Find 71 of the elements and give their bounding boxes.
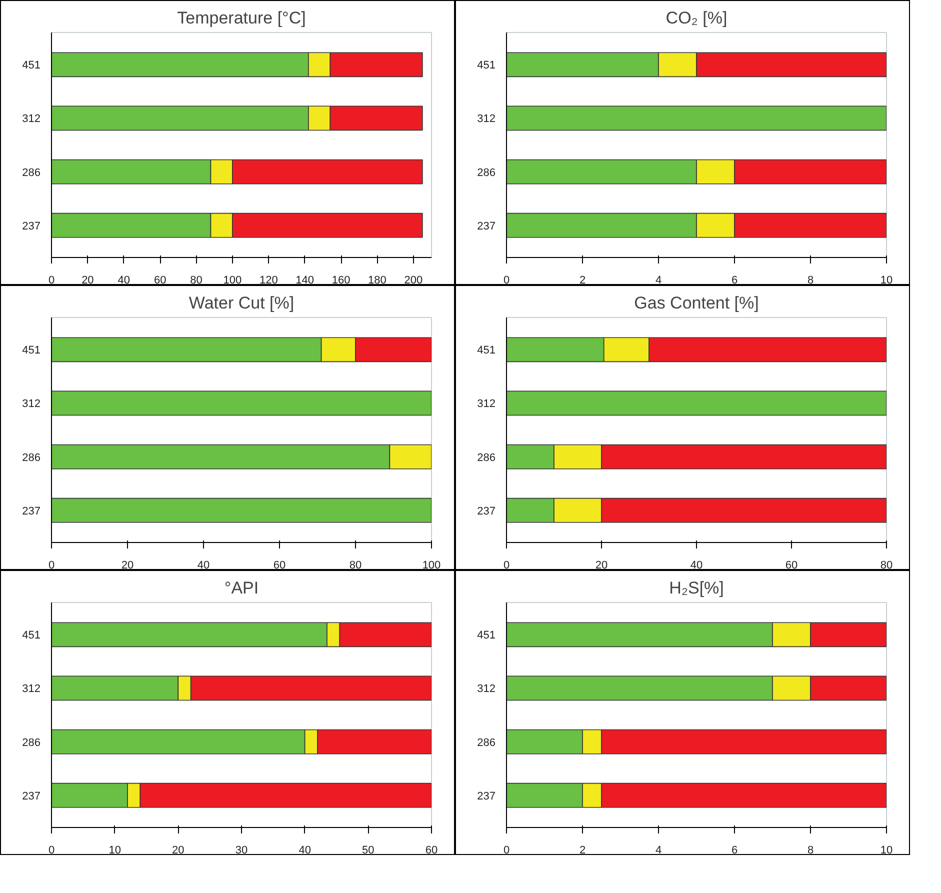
y-tick-label: 312 <box>22 398 41 410</box>
x-tick-label: 4 <box>655 274 662 286</box>
x-tick-label: 30 <box>235 844 248 856</box>
x-tick-label: 50 <box>362 844 374 856</box>
x-tick-label: 20 <box>121 560 134 572</box>
y-tick-label: 312 <box>477 398 496 410</box>
x-tick-label: 60 <box>273 560 286 572</box>
x-tick-label: 6 <box>731 844 738 856</box>
chart-title: CO₂ [%] <box>666 8 728 28</box>
y-tick-label: 451 <box>477 60 496 72</box>
x-tick-label: 160 <box>332 274 350 286</box>
x-tick-label: 40 <box>690 560 703 572</box>
y-tick-label: 286 <box>22 452 41 464</box>
x-tick-label: 0 <box>503 560 510 572</box>
y-tick-label: 312 <box>22 113 41 126</box>
x-tick-label: 140 <box>296 274 314 286</box>
y-tick-label: 237 <box>477 790 496 802</box>
y-tick-label: 286 <box>22 166 41 179</box>
y-tick-label: 237 <box>22 220 41 232</box>
x-tick-label: 120 <box>259 274 278 286</box>
x-tick-label: 60 <box>785 560 798 572</box>
x-tick-label: 80 <box>349 560 362 572</box>
x-tick-label: 2 <box>579 274 586 286</box>
y-tick-label: 451 <box>477 630 496 642</box>
x-tick-label: 20 <box>595 560 608 572</box>
y-tick-label: 237 <box>22 505 41 518</box>
chart-title: H₂S[%] <box>669 578 724 598</box>
chart-title: °API <box>224 578 259 598</box>
x-tick-label: 0 <box>503 274 510 286</box>
x-tick-label: 200 <box>404 274 423 286</box>
chart-title: Gas Content [%] <box>634 294 759 312</box>
x-tick-label: 180 <box>368 274 386 286</box>
x-tick-label: 80 <box>880 560 893 572</box>
y-tick-label: 451 <box>22 344 41 357</box>
x-tick-label: 8 <box>807 844 814 856</box>
x-tick-label: 10 <box>880 274 893 286</box>
x-tick-label: 0 <box>48 844 55 856</box>
x-tick-label: 40 <box>118 274 130 286</box>
x-tick-label: 0 <box>503 844 510 856</box>
y-tick-label: 286 <box>22 736 41 749</box>
x-tick-label: 40 <box>298 844 311 856</box>
y-tick-label: 286 <box>477 452 496 464</box>
x-tick-label: 10 <box>880 844 893 856</box>
y-tick-label: 312 <box>477 113 496 126</box>
y-tick-label: 237 <box>477 505 496 518</box>
y-tick-label: 451 <box>22 60 41 72</box>
x-tick-label: 20 <box>172 844 184 856</box>
x-tick-label: 10 <box>108 844 121 856</box>
y-tick-label: 312 <box>477 683 496 696</box>
x-tick-label: 100 <box>223 274 242 286</box>
x-tick-label: 0 <box>48 560 55 572</box>
y-tick-label: 286 <box>477 166 496 179</box>
y-tick-label: 237 <box>477 220 496 232</box>
y-tick-label: 451 <box>477 344 496 357</box>
chart-title: Water Cut [%] <box>188 294 294 312</box>
x-tick-label: 4 <box>655 844 662 856</box>
x-tick-label: 20 <box>82 274 94 286</box>
x-tick-label: 100 <box>422 560 441 572</box>
y-tick-label: 286 <box>477 736 496 749</box>
y-tick-label: 312 <box>22 683 41 696</box>
chart-title: Temperature [°C] <box>177 8 306 28</box>
x-tick-label: 80 <box>190 274 202 286</box>
y-tick-label: 237 <box>22 790 41 802</box>
x-tick-label: 6 <box>731 274 738 286</box>
x-tick-label: 60 <box>154 274 166 286</box>
x-tick-label: 60 <box>425 844 438 856</box>
x-tick-label: 2 <box>579 844 586 856</box>
x-tick-label: 0 <box>48 274 55 286</box>
y-tick-label: 451 <box>22 630 41 642</box>
x-tick-label: 40 <box>197 560 210 572</box>
x-tick-label: 8 <box>807 274 814 286</box>
